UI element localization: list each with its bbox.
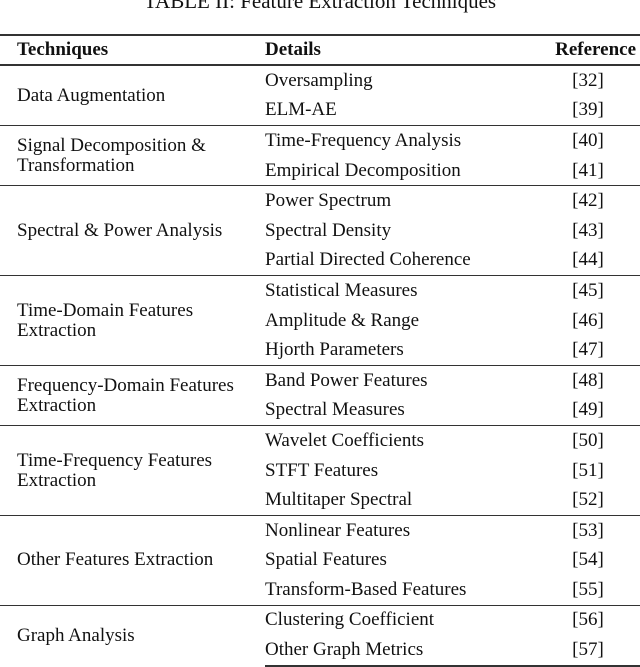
table-row: Spectral Measures [49]	[0, 396, 640, 426]
reference-cell: [53]	[536, 514, 640, 546]
detail-cell: Amplitude & Range	[265, 309, 420, 331]
reference-cell: [45]	[536, 275, 640, 306]
detail-cell: Band Power Features	[265, 364, 536, 396]
reference-cell: [41]	[572, 159, 604, 181]
reference-cell: [49]	[572, 399, 604, 421]
technique-cell: Time-Frequency Features Extraction	[0, 425, 265, 516]
header-techniques: Techniques	[0, 34, 265, 66]
table-row: Frequency-Domain Features Extraction Band…	[0, 364, 640, 426]
detail-cell: Power Spectrum	[265, 185, 536, 216]
table-row: Other Features Extraction Nonlinear Featu…	[0, 514, 640, 606]
table-row: Time-Frequency Features Extraction Wavele…	[0, 425, 640, 516]
detail-cell: Time-Frequency Analysis	[265, 125, 536, 156]
reference-cell: [47]	[572, 339, 604, 361]
table-body: Data Augmentation Oversampling [32] ELM-AE […	[0, 65, 640, 667]
reference-cell: [39]	[572, 99, 604, 121]
technique-cell: Other Features Extraction	[0, 514, 265, 606]
reference-cell: [54]	[572, 549, 604, 571]
reference-cell: [43]	[572, 219, 604, 241]
table-caption: TABLE II: Feature Extraction Techniques	[143, 0, 497, 13]
reference-cell: [56]	[536, 604, 640, 636]
reference-cell: [40]	[536, 125, 640, 156]
detail-cell: Other Graph Metrics	[265, 635, 536, 667]
technique-cell: Spectral & Power Analysis	[0, 185, 265, 276]
reference-cell: [46]	[572, 309, 604, 331]
table-row: Time-Domain Features Extraction Statistic…	[0, 275, 640, 366]
reference-cell: [32]	[572, 69, 604, 91]
header-reference: Reference	[536, 34, 640, 66]
reference-cell: [48]	[536, 364, 640, 396]
table-row: Spectral & Power Analysis Power Spectrum[…	[0, 185, 640, 276]
technique-cell: Signal Decomposition & Transformation	[0, 125, 265, 186]
reference-cell: [57]	[536, 635, 640, 667]
detail-cell: Partial Directed Coherence	[265, 249, 471, 271]
table-row: Signal Decomposition & Transformation Tim…	[0, 125, 640, 186]
detail-cell: Spectral Density	[265, 219, 392, 241]
detail-cell: Clustering Coefficient	[265, 604, 536, 636]
table-row: Amplitude & Range [46]	[0, 306, 640, 336]
detail-cell: Wavelet Coefficients	[265, 425, 536, 456]
technique-cell: Graph Analysis	[0, 604, 265, 666]
detail-cell: STFT Features	[265, 459, 379, 481]
detail-cell: Transform-Based Features	[265, 578, 467, 600]
table-row: Data Augmentation Oversampling [32]	[0, 65, 640, 105]
table-row: Empirical Decomposition [41]	[0, 156, 640, 186]
reference-cell: [52]	[572, 489, 604, 511]
reference-cell: [50]	[536, 425, 640, 456]
detail-cell: Oversampling	[265, 69, 373, 91]
feature-extraction-table: Techniques Details Reference Data Augmen…	[0, 34, 640, 667]
technique-cell: Data Augmentation	[17, 84, 166, 106]
detail-cell: Multitaper Spectral	[265, 489, 413, 511]
detail-cell: Spectral Measures	[265, 399, 405, 421]
detail-cell: Spatial Features	[265, 549, 387, 571]
technique-cell: Frequency-Domain Features Extraction	[0, 364, 265, 426]
table-row: Partial Directed Coherence [44]	[0, 246, 640, 276]
detail-cell: Empirical Decomposition	[265, 159, 461, 181]
detail-cell: ELM-AE	[265, 99, 337, 121]
header-details: Details	[265, 34, 536, 66]
table-row: STFT Features [51]	[0, 456, 640, 486]
header-row: Techniques Details Reference	[0, 34, 640, 66]
table-row: Hjorth Parameters [47]	[0, 335, 640, 365]
detail-cell: Statistical Measures	[265, 275, 536, 306]
reference-cell: [55]	[572, 578, 604, 600]
table-row: Graph Analysis Clustering Coefficient [56]	[0, 604, 640, 666]
technique-cell: Time-Domain Features Extraction	[0, 275, 265, 366]
reference-cell: [42]	[536, 185, 640, 216]
detail-cell: Hjorth Parameters	[265, 339, 404, 361]
table-row: ELM-AE [39]	[0, 96, 640, 126]
reference-cell: [44]	[572, 249, 604, 271]
table-row: Transform-Based Features [55]	[0, 575, 640, 605]
detail-cell: Nonlinear Features	[265, 514, 536, 546]
table-row: Spectral Density [43]	[0, 216, 640, 246]
reference-cell: [51]	[572, 459, 604, 481]
table-row: Spatial Features [54]	[0, 546, 640, 576]
table-row: Multitaper Spectral [52]	[0, 485, 640, 515]
